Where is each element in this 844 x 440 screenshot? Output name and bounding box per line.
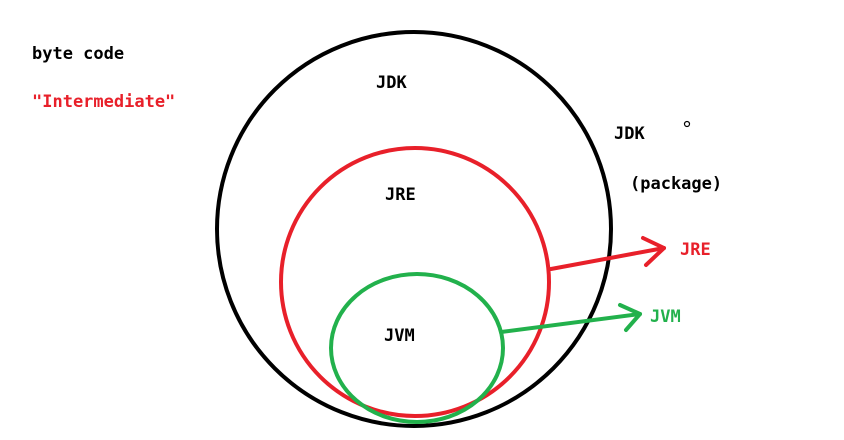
jre-arrow [549,236,666,271]
jvm-circle [329,272,505,424]
jre-circle-label: JRE [385,185,416,205]
jre-side-label: JRE [680,240,711,260]
jre-circle [279,146,551,418]
jdk-circle [215,30,613,428]
jvm-side-label: JVM [650,307,681,327]
package-label: (package) [630,174,722,194]
note-byte-code: byte code [32,44,124,64]
jdk-side-label: JDK [614,124,645,144]
jvm-arrow [499,303,642,334]
dot-mark [683,120,691,128]
note-intermediate: "Intermediate" [32,92,175,112]
jdk-circle-label: JDK [376,73,407,93]
jvm-circle-label: JVM [384,326,415,346]
